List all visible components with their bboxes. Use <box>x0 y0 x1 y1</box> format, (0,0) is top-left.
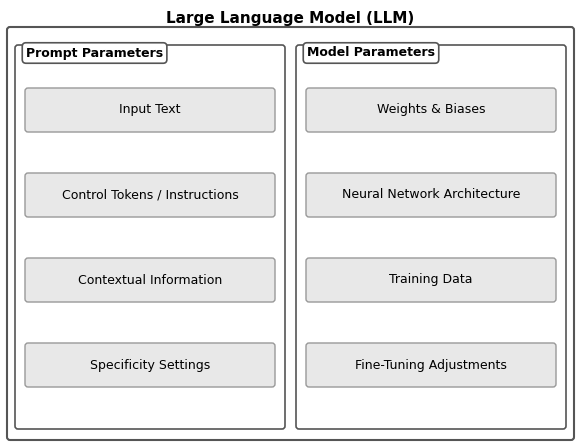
Text: Weights & Biases: Weights & Biases <box>376 104 485 117</box>
FancyBboxPatch shape <box>15 45 285 429</box>
Text: Model Parameters: Model Parameters <box>307 46 435 59</box>
Text: Specificity Settings: Specificity Settings <box>90 358 210 371</box>
Text: Large Language Model (LLM): Large Language Model (LLM) <box>166 10 414 25</box>
Text: Input Text: Input Text <box>119 104 181 117</box>
FancyBboxPatch shape <box>7 27 574 440</box>
Text: Prompt Parameters: Prompt Parameters <box>26 46 163 59</box>
Text: Control Tokens / Instructions: Control Tokens / Instructions <box>62 189 238 202</box>
FancyBboxPatch shape <box>306 88 556 132</box>
FancyBboxPatch shape <box>306 343 556 387</box>
Bar <box>22 44 152 60</box>
FancyBboxPatch shape <box>25 258 275 302</box>
FancyBboxPatch shape <box>25 88 275 132</box>
FancyBboxPatch shape <box>296 45 566 429</box>
FancyBboxPatch shape <box>25 173 275 217</box>
Bar <box>303 44 433 60</box>
Text: Contextual Information: Contextual Information <box>78 274 222 287</box>
FancyBboxPatch shape <box>306 258 556 302</box>
Text: Training Data: Training Data <box>389 274 473 287</box>
Text: Fine-Tuning Adjustments: Fine-Tuning Adjustments <box>355 358 507 371</box>
FancyBboxPatch shape <box>306 173 556 217</box>
FancyBboxPatch shape <box>25 343 275 387</box>
Text: Neural Network Architecture: Neural Network Architecture <box>342 189 520 202</box>
